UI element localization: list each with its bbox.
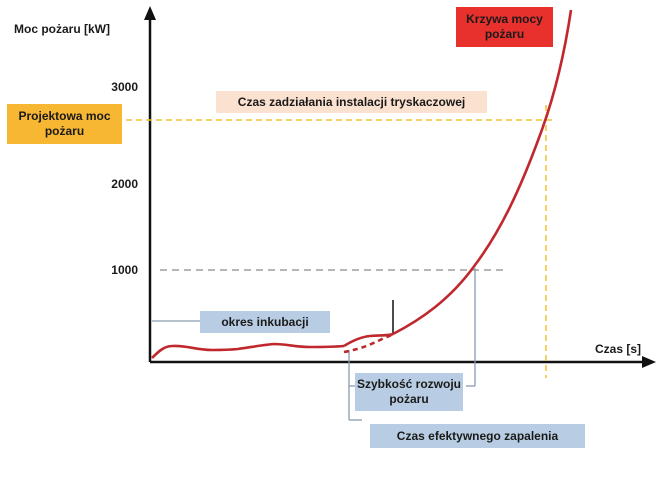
design-power-box: Projektowa moc pożaru xyxy=(7,104,122,144)
growth-rate-label: Szybkość rozwoju pożaru xyxy=(356,377,462,406)
sprinkler-time-box: Czas zadziałania instalacji tryskaczowej xyxy=(216,91,487,113)
y-tick-3000: 3000 xyxy=(111,80,138,94)
x-axis-label: Czas [s] xyxy=(595,342,641,356)
effective-ignition-box: Czas efektywnego zapalenia xyxy=(370,424,585,448)
incubation-box: okres inkubacji xyxy=(200,311,330,333)
effective-ignition-label: Czas efektywnego zapalenia xyxy=(396,428,559,443)
x-axis-arrowhead xyxy=(642,356,656,368)
y-tick-2000: 2000 xyxy=(111,177,138,191)
growth-rate-box: Szybkość rozwoju pożaru xyxy=(355,373,463,411)
fire-curve-bump xyxy=(343,332,394,348)
fire-curve-growth xyxy=(392,9,573,336)
y-axis-label: Moc pożaru [kW] xyxy=(14,22,110,36)
curve-label-box: Krzywa mocy pożaru xyxy=(456,7,553,47)
design-power-label: Projektowa moc pożaru xyxy=(18,109,111,138)
curve-label: Krzywa mocy pożaru xyxy=(466,12,543,41)
sprinkler-time-label: Czas zadziałania instalacji tryskaczowej xyxy=(237,94,466,109)
y-axis-arrowhead xyxy=(144,6,156,20)
y-tick-1000: 1000 xyxy=(111,263,138,277)
fire-curve-incubation xyxy=(151,342,345,359)
incubation-label: okres inkubacji xyxy=(221,314,309,329)
